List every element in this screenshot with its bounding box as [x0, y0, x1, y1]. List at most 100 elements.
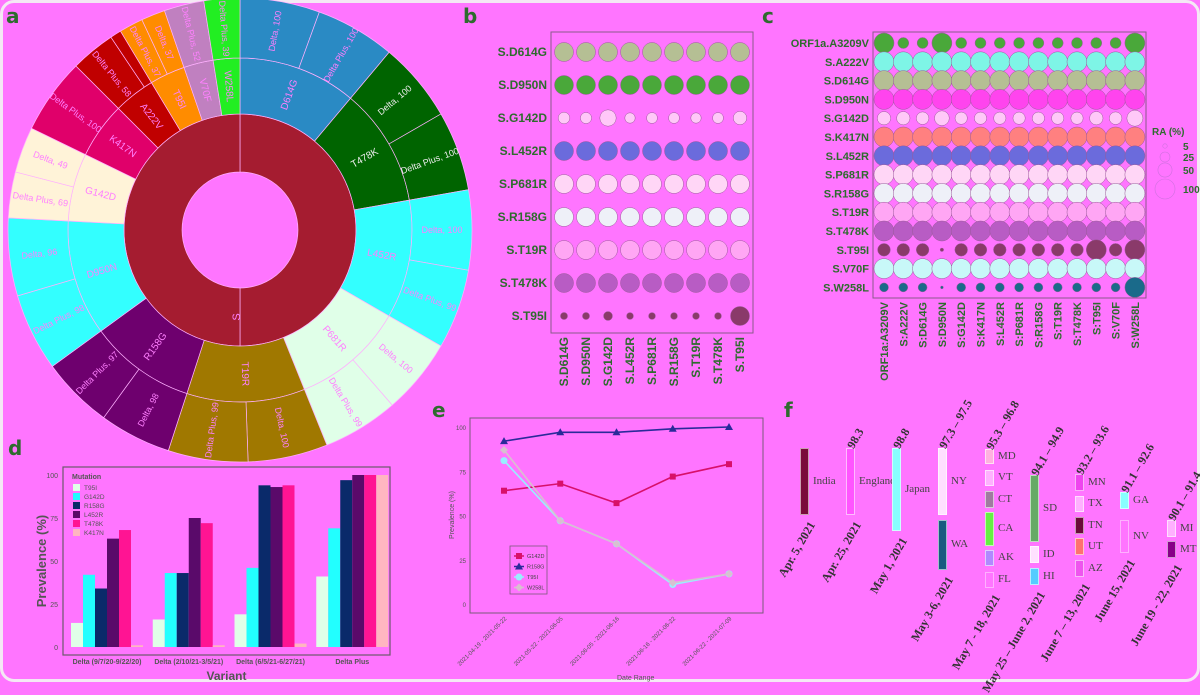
bubble — [664, 75, 684, 95]
bubble — [970, 164, 991, 185]
bubble — [1013, 37, 1025, 49]
sunburst-mutation-label: W258L — [221, 70, 234, 103]
bar-chart-d: 0 25 50 75 100 Delta (9/7/20-9/22/20) Delta (2… — [34, 466, 391, 682]
bubble — [598, 174, 618, 194]
bubble — [1089, 111, 1104, 126]
y-tick-label: 0 — [54, 645, 58, 652]
bubble — [686, 207, 706, 227]
legend-swatch — [73, 493, 80, 500]
bubble — [642, 240, 662, 260]
bubble — [1066, 183, 1088, 204]
bubble — [873, 183, 895, 204]
row-label: S.R158G — [498, 210, 547, 224]
row-label: S.A222V — [825, 57, 870, 69]
bubble — [668, 112, 680, 124]
bubble — [730, 141, 750, 161]
marker-triangle — [668, 424, 677, 432]
bubble — [598, 141, 618, 161]
legend-label: G142D — [527, 554, 544, 560]
bubble — [1008, 51, 1030, 73]
y-tick-label: 75 — [459, 470, 466, 476]
legend-label: R158G — [527, 565, 544, 571]
bubble — [1031, 111, 1045, 125]
bubble — [1047, 201, 1068, 223]
bubble — [1008, 70, 1030, 91]
bubble — [916, 243, 930, 257]
x-tick-label: 2021-04-19 - 2021-05-22 — [457, 616, 509, 668]
bubble — [974, 37, 987, 49]
row-label: S.T478K — [500, 276, 548, 290]
row-label: S.P681R — [499, 177, 547, 191]
bubble — [642, 174, 662, 194]
bubble — [1032, 37, 1045, 49]
bubble — [1028, 70, 1049, 91]
y-tick-label: 100 — [456, 426, 467, 432]
sunburst-mutation-label: T19R — [239, 362, 251, 387]
marker-circle — [515, 573, 523, 581]
bubble — [1086, 258, 1107, 279]
bubble — [1124, 220, 1146, 242]
column-label: S.T19R — [689, 337, 703, 378]
bubble — [970, 126, 991, 148]
bubble — [1105, 220, 1126, 242]
y-tick-label: 0 — [463, 603, 467, 609]
sunburst-mutation-label: L452R — [366, 248, 397, 264]
timeline-bar — [1075, 474, 1084, 491]
column-label: S.R158G — [667, 337, 681, 386]
bubble — [624, 112, 636, 124]
bubble — [1105, 201, 1126, 223]
bar — [107, 538, 119, 647]
bubble — [1047, 183, 1068, 204]
bubble — [1086, 201, 1107, 223]
legend-bubble — [1154, 178, 1176, 200]
bubble — [873, 89, 895, 110]
bubble — [1008, 126, 1030, 148]
legend-label: T95I — [527, 575, 538, 581]
line-chart-e: 0 25 50 75 100 2021-04-19 - 2021-05-22 2021-05… — [449, 417, 764, 682]
column-label: S:P681R — [1014, 302, 1026, 347]
row-label: S.D950N — [498, 78, 547, 92]
bubble — [1028, 126, 1049, 148]
sunburst-variant-label: Delta, 96 — [21, 247, 58, 261]
bubble — [873, 126, 895, 148]
bubble — [730, 42, 750, 62]
bubble — [873, 145, 895, 167]
bubble — [873, 201, 895, 223]
legend-label: G142D — [84, 494, 105, 501]
plot-frame — [550, 31, 754, 334]
bubble — [893, 183, 914, 204]
bubble — [576, 174, 596, 194]
marker-triangle — [725, 423, 733, 430]
timeline-location-label: England — [859, 474, 896, 487]
bubble — [931, 51, 953, 73]
bubble — [692, 312, 700, 320]
marker-diamond — [556, 516, 565, 525]
bubble — [664, 273, 684, 293]
bubble — [1008, 145, 1030, 167]
bubble — [912, 201, 933, 223]
timeline-bar — [938, 448, 947, 515]
bubble — [1086, 89, 1107, 110]
marker-diamond — [668, 578, 677, 587]
bubble — [554, 240, 574, 260]
bubble — [642, 273, 662, 293]
marker-square — [501, 487, 507, 494]
sunburst-variant-label: Delta, 100 — [421, 225, 462, 235]
bubble — [970, 258, 991, 279]
bubble — [873, 51, 895, 73]
timeline-location-label: GA — [1133, 493, 1149, 506]
bubble — [576, 240, 596, 260]
bubble — [620, 141, 640, 161]
panel-label-f: f — [784, 398, 793, 422]
timeline-location-label: MN — [1088, 475, 1106, 488]
timeline-bar — [985, 550, 994, 566]
bubble — [912, 126, 933, 148]
timeline-bar — [1030, 475, 1039, 542]
legend-swatch — [73, 511, 80, 518]
bubble — [1124, 277, 1146, 298]
bubble — [1028, 89, 1049, 110]
column-label: S:D614G — [918, 302, 930, 348]
bubble — [626, 312, 634, 320]
bubble — [1086, 51, 1107, 73]
y-tick-label: 75 — [50, 516, 58, 523]
